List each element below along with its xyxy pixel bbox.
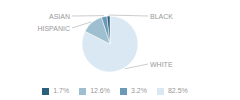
svg-text:WHITE: WHITE bbox=[150, 61, 173, 68]
html-text:1.7%: 1.7% bbox=[53, 87, 70, 94]
svg-text:HISPANIC: HISPANIC bbox=[37, 25, 70, 32]
html-text:12.6%: 12.6% bbox=[90, 87, 110, 94]
html-text:3.2%: 3.2% bbox=[131, 87, 147, 94]
svg-text:ASIAN: ASIAN bbox=[49, 13, 70, 20]
html-text:82.5%: 82.5% bbox=[168, 87, 188, 94]
svg-text:BLACK: BLACK bbox=[150, 13, 173, 20]
